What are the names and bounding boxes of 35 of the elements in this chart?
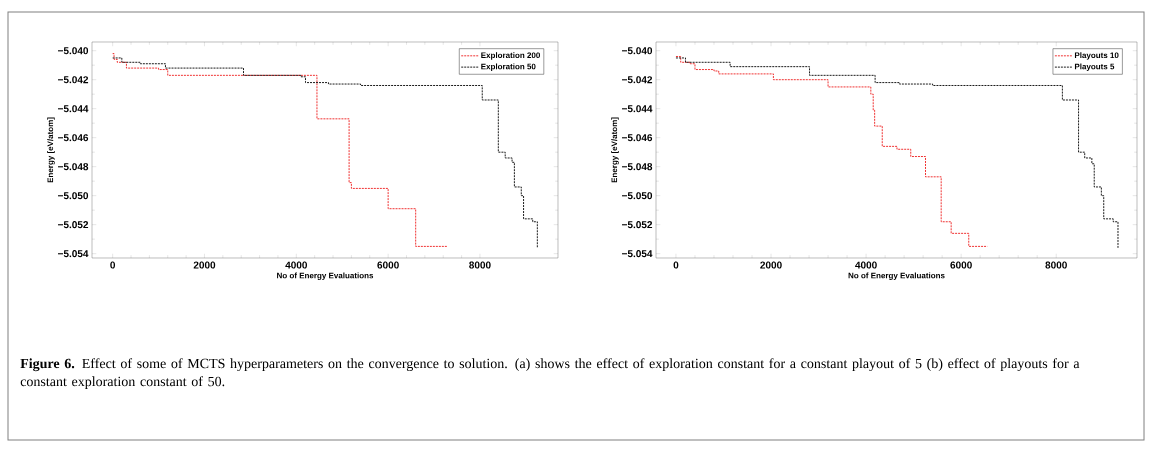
x-tick-label: 2000 (193, 261, 216, 269)
x-tick-label: 4000 (285, 261, 308, 269)
y-tick-label: −5.040 (58, 47, 89, 55)
y-tick-label: −5.048 (58, 163, 89, 171)
text: Figure 6. Effect of some of MCTS hyperparameters on the convergence to solution. (a) shows the effect of exploration constant for a constant playout of 5 (b) effect of playouts for a constant exploration constant of 50. (20, 358, 1080, 390)
y-tick-label: −5.040 (622, 47, 653, 55)
x-tick-label: 8000 (469, 261, 491, 269)
y-axis-title: Energy [eV/atom] (47, 117, 55, 183)
y-tick-label: −5.052 (58, 221, 89, 229)
y-tick-label: −5.050 (622, 192, 653, 200)
x-axis-title: No of Energy Evaluations (848, 272, 945, 280)
legend-label: Playouts 10 (1074, 52, 1119, 60)
x-tick-label: 8000 (1045, 261, 1067, 269)
y-tick-label: −5.048 (622, 163, 653, 171)
y-tick-label: −5.046 (58, 134, 89, 142)
y-tick-label: −5.046 (622, 134, 653, 142)
legend-label: Exploration 50 (481, 63, 536, 71)
y-tick-label: −5.042 (58, 76, 89, 84)
y-axis-title: Energy [eV/atom] (611, 117, 619, 183)
x-tick-label: 6000 (377, 261, 399, 269)
legend-label: Playouts 5 (1074, 63, 1115, 71)
x-tick-label: 0 (110, 261, 116, 269)
y-tick-label: −5.052 (622, 221, 653, 229)
y-tick-label: −5.054 (622, 250, 653, 258)
y-tick-label: −5.050 (58, 192, 89, 200)
x-tick-label: 0 (673, 261, 679, 269)
y-tick-label: −5.042 (622, 76, 653, 84)
y-tick-label: −5.044 (58, 105, 89, 113)
y-tick-label: −5.044 (622, 105, 653, 113)
legend-label: Exploration 200 (481, 52, 540, 60)
x-tick-label: 6000 (950, 261, 972, 269)
x-tick-label: 4000 (855, 261, 877, 269)
x-axis-title: No of Energy Evaluations (277, 272, 374, 280)
x-tick-label: 2000 (760, 261, 782, 269)
y-tick-label: −5.054 (58, 250, 89, 258)
